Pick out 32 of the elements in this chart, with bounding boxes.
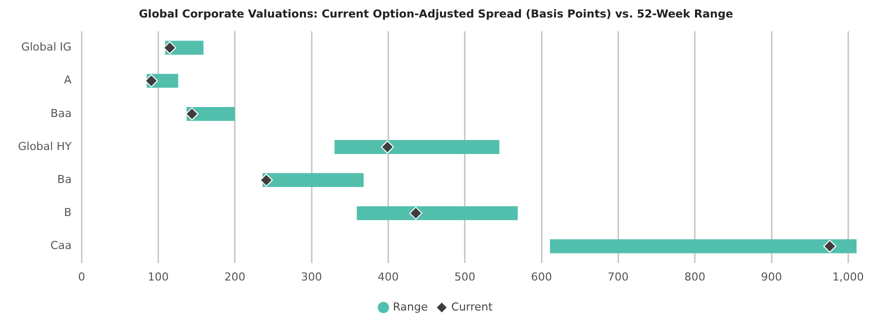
point: [823, 240, 836, 253]
x-tick-label: 600: [531, 270, 552, 284]
y-tick-label: A: [64, 74, 72, 87]
x-tick-label: 1,000: [832, 270, 864, 284]
point: [380, 140, 394, 154]
point: [144, 74, 158, 88]
chart-title: Global Corporate Valuations: Current Option-Adjusted Spread (Basis Points) vs. 52-Week Range: [138, 7, 734, 20]
y-tick-label: Global IG: [21, 40, 72, 54]
x-tick-label: 800: [684, 270, 706, 284]
x-tick-label: 500: [454, 270, 476, 284]
y-tick-label: Baa: [50, 106, 72, 120]
x-tick-label: 700: [608, 270, 629, 284]
y-tick-label: Ba: [57, 172, 72, 186]
x-tick-label: 0: [78, 270, 86, 284]
x-tick-label: 300: [301, 270, 322, 284]
point: [163, 41, 176, 54]
x-tick-label: 100: [148, 270, 169, 284]
y-tick-label: Caa: [50, 239, 72, 252]
point: [260, 174, 273, 187]
bar: [550, 239, 857, 254]
point: [185, 107, 198, 120]
legend-label: Range: [392, 300, 428, 314]
x-tick-label: 200: [224, 270, 246, 284]
y-tick-label: Global HY: [18, 140, 72, 153]
legend-label: Current: [451, 300, 494, 314]
x-tick-label: 900: [761, 270, 782, 284]
point: [409, 206, 422, 220]
bar: [334, 140, 500, 154]
bar: [262, 173, 364, 188]
x-tick-label: 400: [378, 270, 399, 284]
y-tick-label: B: [64, 206, 72, 220]
bar: [356, 206, 518, 220]
